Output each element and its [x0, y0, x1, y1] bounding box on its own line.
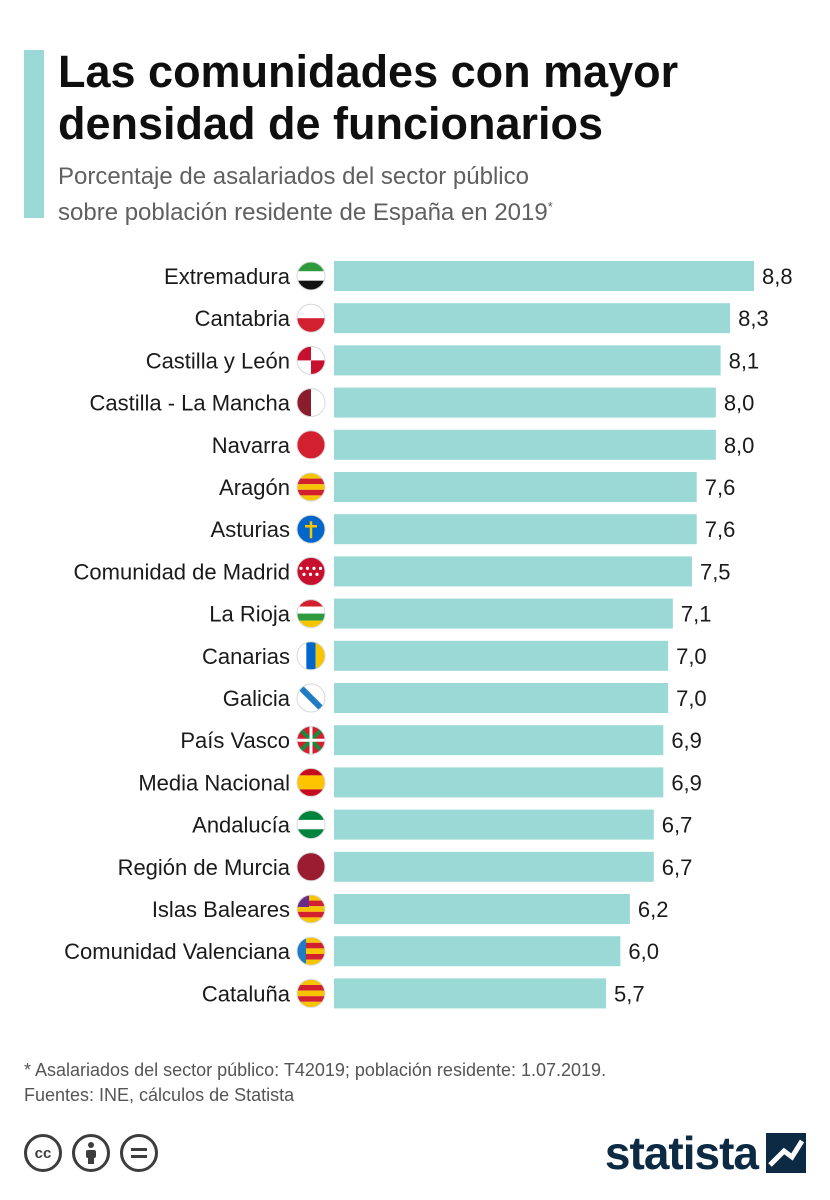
attribution-icon[interactable] — [72, 1134, 110, 1172]
category-label: Cataluña — [202, 981, 291, 1006]
bar — [334, 387, 716, 418]
navarra-flag-icon — [296, 430, 326, 460]
license-icons: cc — [24, 1134, 158, 1172]
subtitle-line-1: Porcentaje de asalariados del sector púb… — [58, 163, 529, 190]
bar — [334, 640, 669, 671]
pais-vasco-flag-icon — [296, 725, 326, 755]
baleares-flag-icon — [296, 894, 326, 924]
castilla-la-mancha-flag-icon — [296, 388, 326, 418]
statista-mark-icon — [766, 1133, 806, 1173]
category-label: Canarias — [202, 644, 290, 669]
value-label: 6,2 — [638, 897, 669, 922]
chart-title: Las comunidades con mayor densidad de fu… — [58, 46, 818, 150]
bar — [334, 894, 630, 924]
value-label: 7,6 — [705, 475, 736, 500]
category-label: Asturias — [211, 517, 290, 542]
category-label: Media Nacional — [138, 770, 290, 795]
value-label: 6,7 — [662, 855, 693, 880]
footnote-sources: Fuentes: INE, cálculos de Statista — [24, 1085, 295, 1105]
bar — [334, 261, 754, 291]
value-label: 8,0 — [724, 433, 755, 458]
value-label: 6,7 — [662, 813, 693, 838]
bar — [334, 767, 664, 798]
bar — [334, 725, 664, 756]
value-label: 7,0 — [676, 686, 707, 711]
value-label: 7,6 — [705, 517, 736, 542]
canarias-flag-icon — [296, 641, 326, 671]
value-label: 8,1 — [729, 348, 760, 373]
bar — [334, 345, 721, 376]
bar — [334, 429, 716, 460]
aragon-flag-icon — [296, 472, 326, 502]
bar — [334, 978, 607, 1009]
title-line-2: densidad de funcionarios — [58, 98, 604, 149]
category-label: Región de Murcia — [118, 855, 291, 880]
category-label: Extremadura — [164, 264, 291, 289]
chart-subtitle: Porcentaje de asalariados del sector púb… — [58, 162, 798, 228]
value-label: 6,9 — [671, 728, 702, 753]
bar — [334, 514, 697, 545]
statista-logo[interactable]: statista — [605, 1126, 806, 1180]
spain-flag-icon — [296, 767, 326, 797]
title-line-1: Las comunidades con mayor — [58, 46, 679, 97]
bar — [334, 303, 731, 334]
footnote-note: * Asalariados del sector público: T42019… — [24, 1060, 607, 1080]
bar — [334, 556, 692, 587]
cc-icon[interactable]: cc — [24, 1134, 62, 1172]
bar-chart: Extremadura 8,8 Cantabria 8,3 Castilla y Leó… — [64, 261, 793, 1009]
value-label: 6,0 — [628, 939, 659, 964]
value-label: 7,0 — [676, 644, 707, 669]
cantabria-flag-icon — [296, 303, 326, 333]
brand-name: statista — [604, 1127, 759, 1179]
value-label: 8,8 — [762, 264, 793, 289]
category-label: Cantabria — [195, 306, 291, 331]
category-label: Islas Baleares — [152, 897, 290, 922]
value-label: 7,5 — [700, 559, 731, 584]
category-label: Aragón — [219, 475, 290, 500]
andalucia-flag-icon — [296, 810, 326, 840]
category-label: Galicia — [223, 686, 291, 711]
value-label: 6,9 — [671, 770, 702, 795]
category-label: Comunidad Valenciana — [64, 939, 291, 964]
la-rioja-flag-icon — [296, 599, 326, 629]
value-label: 8,0 — [724, 391, 755, 416]
subtitle-footnote-marker: * — [547, 199, 553, 214]
madrid-flag-icon — [296, 556, 326, 586]
footnote: * Asalariados del sector público: T42019… — [24, 1058, 814, 1108]
value-label: 8,3 — [738, 306, 769, 331]
value-label: 5,7 — [614, 981, 645, 1006]
value-label: 7,1 — [681, 602, 712, 627]
category-label: País Vasco — [180, 728, 290, 753]
category-label: Andalucía — [192, 813, 291, 838]
bar — [334, 683, 669, 713]
asturias-flag-icon — [296, 514, 326, 544]
galicia-flag-icon — [296, 683, 326, 713]
bar — [334, 936, 621, 967]
castilla-y-leon-flag-icon — [296, 345, 326, 375]
murcia-flag-icon — [296, 852, 326, 882]
category-label: La Rioja — [209, 602, 290, 627]
bar — [334, 809, 654, 840]
title-accent-bar — [24, 50, 44, 218]
bar — [334, 472, 697, 502]
category-label: Comunidad de Madrid — [74, 559, 290, 584]
extremadura-flag-icon — [296, 261, 326, 291]
no-derivatives-icon[interactable] — [120, 1134, 158, 1172]
category-label: Castilla - La Mancha — [89, 391, 290, 416]
category-label: Castilla y León — [146, 348, 290, 373]
bar — [334, 598, 673, 629]
category-label: Navarra — [212, 433, 291, 458]
valenciana-flag-icon — [296, 936, 326, 966]
cataluna-flag-icon — [296, 978, 326, 1008]
bar — [334, 851, 654, 882]
subtitle-line-2: sobre población residente de España en 2… — [58, 199, 548, 226]
